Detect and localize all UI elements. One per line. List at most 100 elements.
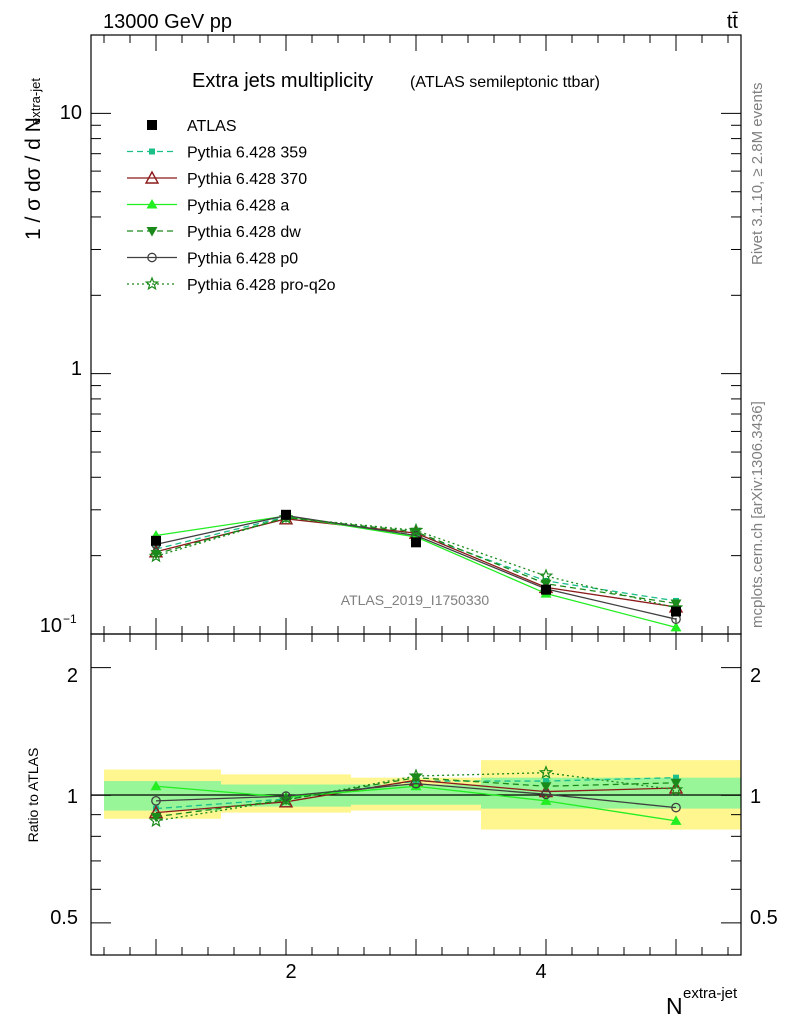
ratio-ytick-label-right-0.5: 0.5 [750,907,778,929]
legend-label-pythia-6-428-dw: Pythia 6.428 dw [187,224,301,241]
ratio-point-pythia-6-428-pro-q2o-2-shape [278,792,294,807]
legend-marker-pythia-6-428-370 [144,170,160,184]
ratio-point-pythia-6-428-359-5 [673,774,679,781]
ratio-point-pythia-6-428-pro-q2o-3 [408,768,424,783]
main-point-pythia-6-428-dw-5 [670,599,682,609]
ratio-point-pythia-6-428-pro-q2o-1 [148,813,164,828]
ratio-point-pythia-6-428-pro-q2o-5 [668,782,684,796]
chart-title: Extra jets multiplicity [192,70,373,92]
process-label: tt̄ [727,11,739,33]
main-point-pythia-6-428-pro-q2o-3 [408,522,424,537]
legend-entry-atlas: ATLAS [147,118,237,135]
stat-uncertainty-band-0 [104,781,221,811]
atlas-data-point-5 [671,606,681,617]
ratio-point-pythia-6-428-p0-5 [671,802,681,813]
x-axis-label: N [666,993,683,1019]
axis-ticks [91,34,741,955]
ratio-point-pythia-6-428-p0-4 [541,789,551,800]
atlas-data-point-3-shape [411,537,421,548]
mcplots-label: mcplots.cern.ch [arXiv:1306.3436] [749,401,766,628]
ratio-point-pythia-6-428-p0-3-shape [411,778,421,789]
legend-marker-pythia-6-428-pro-q2o-shape [144,276,160,291]
atlas-data-point-4-shape [541,584,551,595]
ratio-point-pythia-6-428-p0-1-shape [151,795,161,806]
ratio-point-pythia-6-428-a-1 [150,780,162,791]
main-point-pythia-6-428-a-5 [670,621,682,632]
stat-uncertainty-band-3 [481,777,741,809]
ratio-point-pythia-6-428-a-4 [540,795,552,805]
ratio-point-pythia-6-428-p0-3 [411,778,421,789]
ratio-point-pythia-6-428-pro-q2o-4 [538,765,554,779]
legend-entry-pythia-6-428-a: Pythia 6.428 a [127,198,289,215]
ratio-point-pythia-6-428-pro-q2o-5-shape [668,782,684,796]
chart-subtitle: (ATLAS semileptonic ttbar) [410,74,600,91]
legend-marker-atlas-shape [147,120,157,130]
ratio-point-pythia-6-428-dw-1 [150,812,162,823]
x-axis-label-superscript: extra-jet [683,985,738,1002]
main-point-pythia-6-428-pro-q2o-4 [538,568,554,583]
ratio-point-pythia-6-428-p0-4-shape [541,789,551,800]
ratio-point-pythia-6-428-359-1 [153,805,159,812]
ratio-point-pythia-6-428-pro-q2o-1-shape [148,813,164,828]
atlas-data-point-1 [151,535,161,546]
ratio-point-pythia-6-428-a-1-shape [150,780,162,791]
ratio-point-pythia-6-428-dw-1-shape [150,812,162,823]
analysis-watermark: ATLAS_2019_I1750330 [341,592,490,608]
atlas-data-point-4 [541,584,551,595]
main-point-pythia-6-428-pro-q2o-1 [148,548,164,563]
main-ylabel-superscript: extra-jet [28,78,43,125]
main-point-pythia-6-428-dw-5-shape [670,599,682,609]
legend-marker-pythia-6-428-dw-shape [146,227,158,237]
legend-entry-pythia-6-428-370: Pythia 6.428 370 [127,170,307,188]
ratio-point-pythia-6-428-359-1-shape [153,805,159,812]
legend-label-pythia-6-428-370: Pythia 6.428 370 [187,171,307,188]
xtick-label-4: 4 [535,961,546,983]
main-point-pythia-6-428-pro-q2o-1-shape [148,548,164,563]
main-ylabel: 1 / σ dσ / d N [22,117,45,240]
rivet-label: Rivet 3.1.10, ≥ 2.8M events [749,83,766,266]
svg-text:10: 10 [40,615,62,637]
legend-marker-pythia-6-428-dw [146,227,158,237]
legend-label-pythia-6-428-p0: Pythia 6.428 p0 [187,251,298,268]
main-ylabel-group: 1 / σ dσ / d N extra-jet [22,78,45,240]
main-point-pythia-6-428-dw-1-shape [150,549,162,560]
atlas-data-point-5-shape [671,606,681,617]
legend-entry-pythia-6-428-p0: Pythia 6.428 p0 [127,251,298,268]
main-line-pythia-6-428-pro-q2o [155,516,677,609]
ratio-point-pythia-6-428-dw-4 [540,782,552,792]
ratio-point-pythia-6-428-pro-q2o-2 [278,792,294,807]
main-point-pythia-6-428-dw-1 [150,549,162,560]
ratio-series-group [148,765,684,828]
ratio-point-pythia-6-428-a-5 [670,815,682,825]
legend-label-pythia-6-428-359: Pythia 6.428 359 [187,145,307,162]
ratio-point-pythia-6-428-pro-q2o-3-shape [408,768,424,783]
legend-marker-pythia-6-428-370-shape [144,170,160,184]
legend: ATLAS Pythia 6.428 359 Pythia 6.428 370 Pyt… [127,118,336,294]
ratio-point-pythia-6-428-359-4-shape [543,778,549,785]
ratio-ytick-label-0.5: 0.5 [50,907,78,929]
legend-label-pythia-6-428-a: Pythia 6.428 a [187,198,289,215]
ratio-point-pythia-6-428-a-3 [410,780,422,791]
atlas-data-point-3 [411,537,421,548]
ratio-point-pythia-6-428-p0-1 [151,795,161,806]
ratio-point-pythia-6-428-a-3-shape [410,780,422,791]
ratio-ytick-label-right-2: 2 [750,665,761,687]
main-series-group [148,509,684,632]
ratio-point-pythia-6-428-p0-5-shape [671,802,681,813]
legend-entry-pythia-6-428-dw: Pythia 6.428 dw [127,224,301,241]
legend-marker-pythia-6-428-pro-q2o [144,276,160,291]
ratio-point-pythia-6-428-a-4-shape [540,795,552,805]
legend-entry-pythia-6-428-359: Pythia 6.428 359 [127,145,307,162]
ratio-point-pythia-6-428-a-5-shape [670,815,682,825]
ratio-ytick-label-right-1: 1 [750,786,761,808]
ratio-line-pythia-6-428-p0 [155,782,677,809]
main-ytick-label-10: 10 [60,102,82,124]
legend-entry-pythia-6-428-pro-q2o: Pythia 6.428 pro-q2o [127,276,336,294]
ratio-point-pythia-6-428-pro-q2o-4-shape [538,765,554,779]
energy-label: 13000 GeV pp [103,11,232,33]
atlas-data-point-2-shape [281,509,291,520]
main-line-pythia-6-428-p0 [155,514,677,620]
main-point-pythia-6-428-pro-q2o-3-shape [408,522,424,537]
xtick-label-2: 2 [285,961,296,983]
